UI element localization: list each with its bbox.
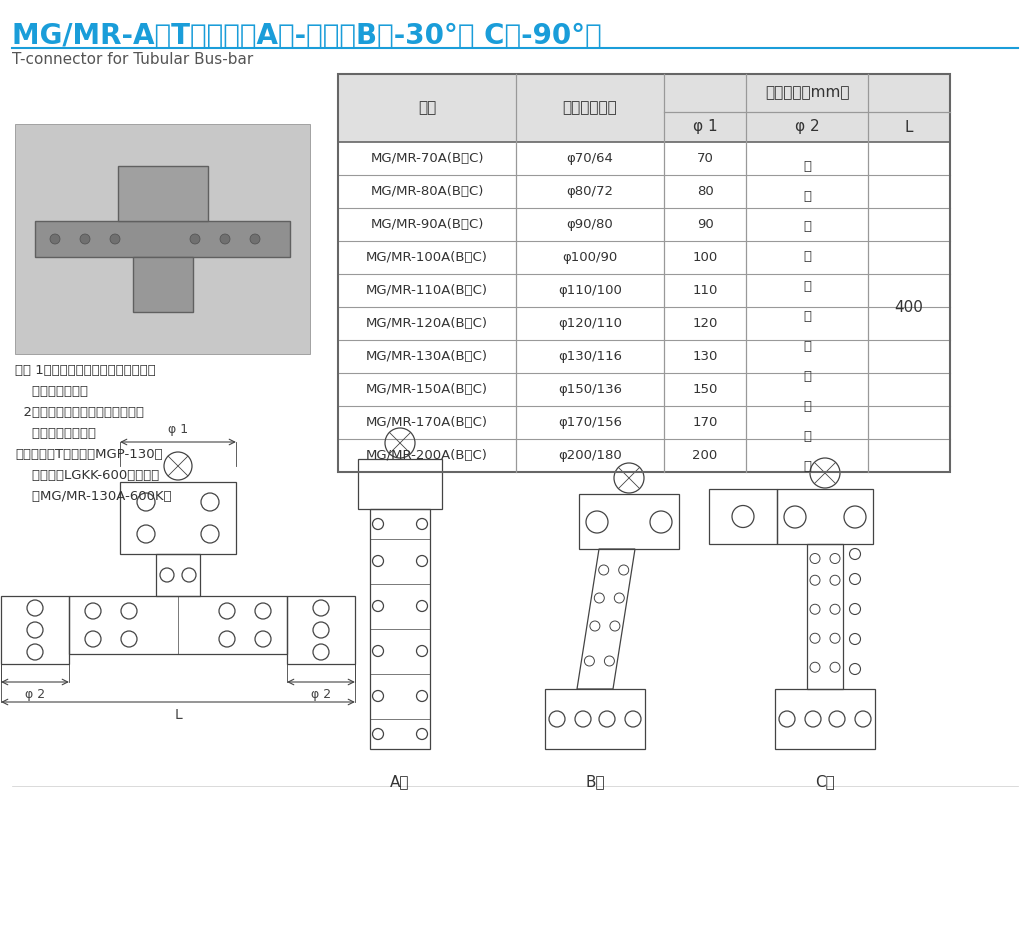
Text: φ120/110: φ120/110: [558, 317, 622, 330]
Text: 热镀锌锂制件；: 热镀锌锂制件；: [15, 385, 88, 398]
Bar: [338, 74, 950, 142]
Bar: [370, 509, 430, 749]
Text: 线: 线: [803, 399, 811, 413]
Text: 400: 400: [895, 299, 924, 314]
Bar: [806, 544, 843, 689]
Bar: [15, 124, 310, 354]
Text: 120: 120: [692, 317, 718, 330]
Text: 制: 制: [803, 430, 811, 443]
Text: 2、引下线根据用户需要，订货时: 2、引下线根据用户需要，订货时: [15, 406, 144, 419]
Text: 150: 150: [692, 383, 718, 396]
Circle shape: [110, 234, 121, 244]
Text: MG/MR-100A(B、C): MG/MR-100A(B、C): [366, 251, 488, 264]
Text: 例：管母线T接金具为MGP-130，: 例：管母线T接金具为MGP-130，: [15, 448, 163, 461]
Text: φ 2: φ 2: [25, 688, 45, 701]
Text: 户: 户: [803, 249, 811, 262]
Text: φ 2: φ 2: [311, 688, 331, 701]
Bar: [133, 257, 193, 312]
Text: 170: 170: [692, 416, 718, 429]
Text: φ 1: φ 1: [693, 120, 717, 134]
Text: φ80/72: φ80/72: [566, 185, 614, 198]
Bar: [117, 166, 207, 221]
Circle shape: [220, 234, 230, 244]
Bar: [579, 494, 679, 549]
Text: 型号: 型号: [418, 100, 436, 115]
Bar: [545, 689, 645, 749]
Circle shape: [50, 234, 60, 244]
Text: 用: 用: [803, 220, 811, 232]
Text: φ200/180: φ200/180: [558, 449, 622, 462]
Text: φ70/64: φ70/64: [566, 152, 614, 165]
Bar: [156, 554, 200, 596]
Text: 90: 90: [696, 218, 714, 231]
Text: 200: 200: [692, 449, 718, 462]
Text: φ100/90: φ100/90: [562, 251, 618, 264]
Bar: [358, 459, 442, 509]
Bar: [777, 489, 873, 544]
Circle shape: [190, 234, 200, 244]
Text: MG/MR-130A(B、C): MG/MR-130A(B、C): [366, 350, 488, 363]
Text: 定: 定: [803, 310, 811, 323]
Circle shape: [250, 234, 260, 244]
Text: φ90/80: φ90/80: [566, 218, 614, 231]
Text: T-connector for Tubular Bus-bar: T-connector for Tubular Bus-bar: [12, 52, 253, 67]
Text: MG/MR-80A(B、C): MG/MR-80A(B、C): [371, 185, 484, 198]
Text: C型: C型: [815, 774, 835, 789]
Text: 的: 的: [803, 340, 811, 352]
Text: 据: 据: [803, 190, 811, 203]
Text: 130: 130: [692, 350, 718, 363]
Bar: [775, 689, 875, 749]
Text: φ130/116: φ130/116: [558, 350, 622, 363]
Bar: [69, 596, 287, 654]
Text: L: L: [174, 708, 182, 722]
Text: 请注明导线型号。: 请注明导线型号。: [15, 427, 96, 440]
Text: MG/MR-150A(B、C): MG/MR-150A(B、C): [366, 383, 488, 396]
Text: MG/MR-170A(B、C): MG/MR-170A(B、C): [366, 416, 488, 429]
Text: φ170/156: φ170/156: [558, 416, 622, 429]
Text: φ110/100: φ110/100: [558, 284, 622, 297]
Text: MG/MR-90A(B、C): MG/MR-90A(B、C): [371, 218, 484, 231]
Text: 110: 110: [692, 284, 718, 297]
Text: φ 2: φ 2: [795, 120, 819, 134]
Text: 根: 根: [803, 160, 811, 173]
Text: 70: 70: [696, 152, 714, 165]
Bar: [35, 221, 290, 257]
Text: 造: 造: [803, 460, 811, 473]
Bar: [709, 489, 777, 544]
Text: L: L: [904, 120, 914, 134]
Bar: [287, 596, 355, 664]
Text: MG/MR-70A(B、C): MG/MR-70A(B、C): [370, 152, 484, 165]
Text: 导: 导: [803, 369, 811, 382]
Bar: [121, 482, 236, 554]
Text: 适用母线规格: 适用母线规格: [562, 100, 617, 115]
Circle shape: [80, 234, 90, 244]
Text: 选: 选: [803, 279, 811, 293]
Bar: [338, 74, 950, 472]
Text: 为MG/MR-130A-600K。: 为MG/MR-130A-600K。: [15, 490, 172, 503]
Text: 100: 100: [692, 251, 718, 264]
Text: MG/MR-120A(B、C): MG/MR-120A(B、C): [366, 317, 488, 330]
Text: B型: B型: [585, 774, 605, 789]
Text: MG/MR-A型T形线夹（A型-水平、B型-30°、 C型-90°）: MG/MR-A型T形线夹（A型-水平、B型-30°、 C型-90°）: [12, 22, 602, 50]
Text: φ150/136: φ150/136: [558, 383, 622, 396]
Text: 主要尺寸（mm）: 主要尺寸（mm）: [764, 86, 850, 100]
Text: φ 1: φ 1: [168, 423, 188, 436]
Text: 引下线为LGKK-600，则型号: 引下线为LGKK-600，则型号: [15, 469, 160, 482]
Text: 注： 1、主体和压盖为铝制件，其余为: 注： 1、主体和压盖为铝制件，其余为: [15, 364, 156, 377]
Bar: [1, 596, 69, 664]
Text: MG/MR-200A(B、C): MG/MR-200A(B、C): [366, 449, 488, 462]
Text: 80: 80: [696, 185, 714, 198]
Text: MG/MR-110A(B、C): MG/MR-110A(B、C): [366, 284, 488, 297]
Text: A型: A型: [390, 774, 410, 789]
